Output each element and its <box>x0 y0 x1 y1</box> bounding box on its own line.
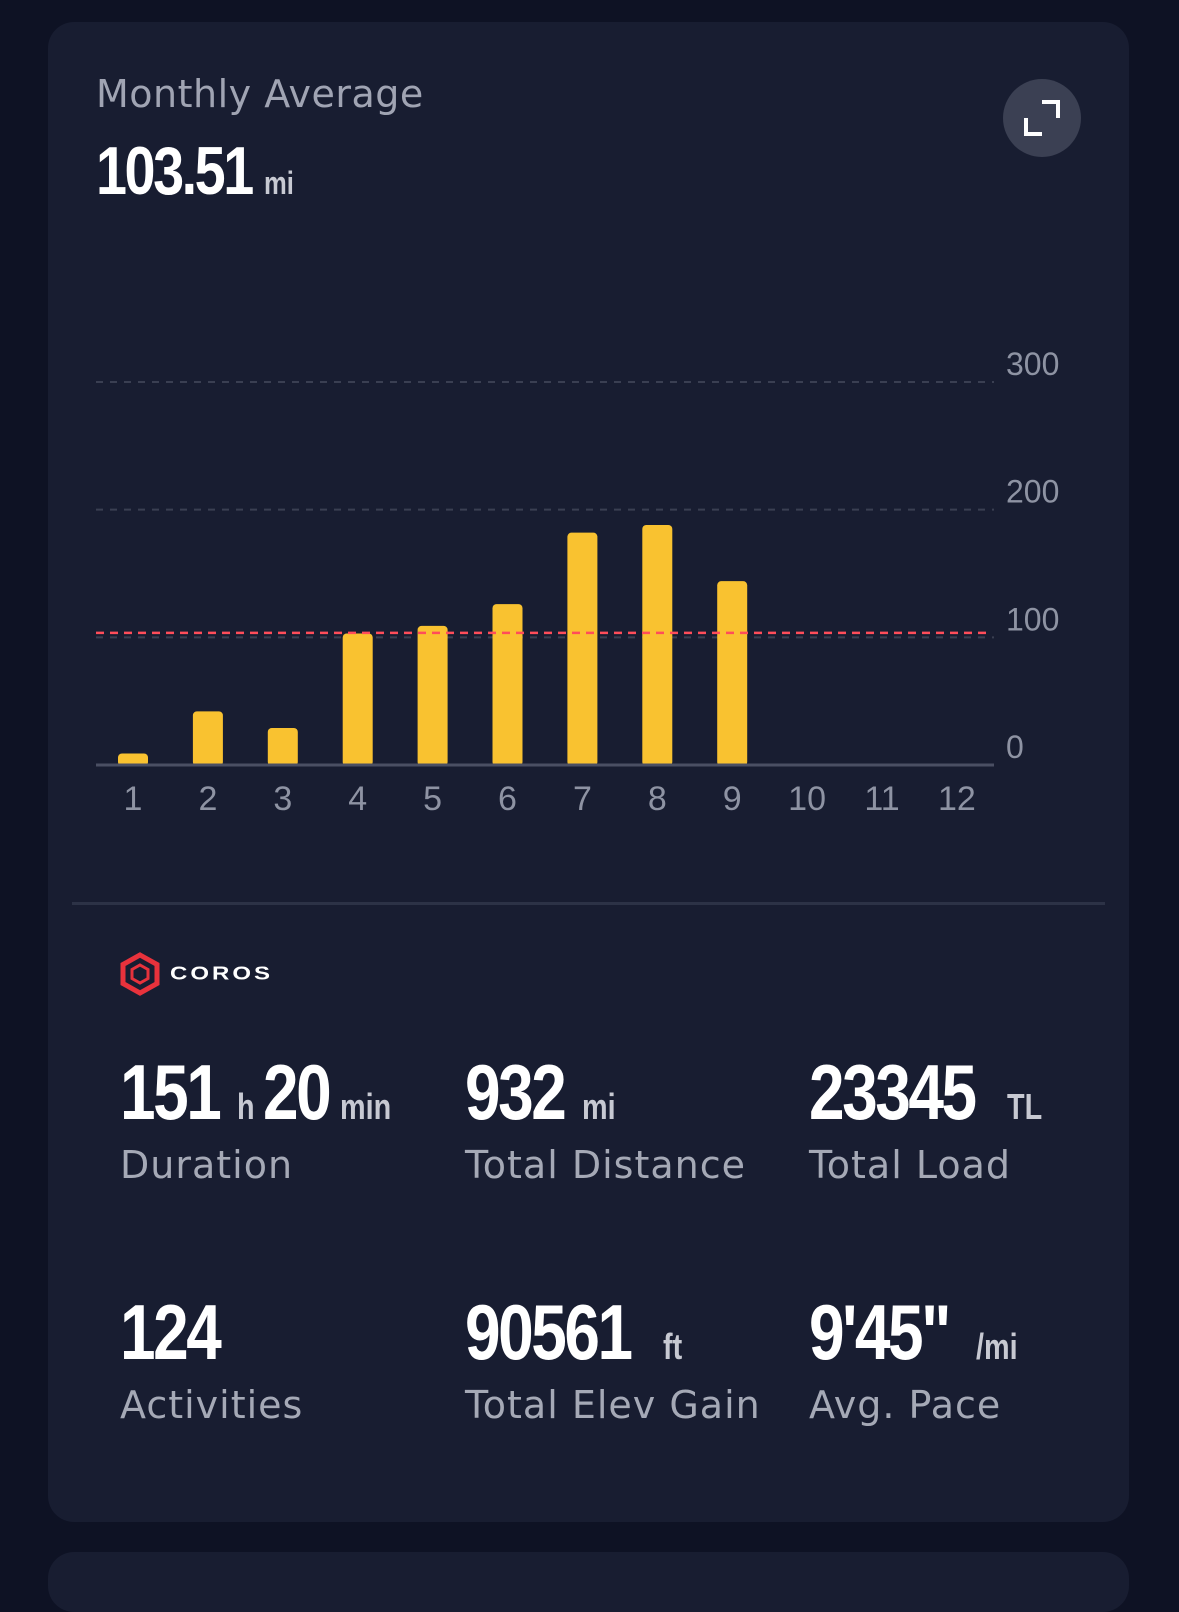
bar-2 <box>192 711 223 766</box>
stat-value: 124 <box>120 1287 450 1376</box>
stat-number: 20 <box>263 1048 332 1136</box>
bar-5 <box>417 625 448 766</box>
x-tick-label: 2 <box>198 780 217 818</box>
stat-label: Duration <box>120 1143 294 1187</box>
stat-activities: 124 Activities <box>120 1287 450 1427</box>
stat-total-distance: 932 mi Total Distance <box>465 1047 795 1187</box>
y-tick-label: 100 <box>1006 601 1059 637</box>
bar-9 <box>717 581 748 766</box>
bar-8 <box>642 524 673 766</box>
stat-number: 90561 <box>465 1288 633 1376</box>
stats-card: Monthly Average 103.51 mi 0 100 200 300 1 2 3 4… <box>48 22 1129 1522</box>
stat-total-load: 23345 TL Total Load <box>809 1047 1139 1187</box>
bar-6 <box>492 604 523 766</box>
divider <box>72 902 1105 905</box>
stat-value: 932 mi <box>465 1047 795 1136</box>
stat-duration: 151 h 20 min Duration <box>120 1047 450 1187</box>
bar-3 <box>267 727 298 766</box>
x-tick-label: 11 <box>864 780 899 818</box>
x-tick-label: 12 <box>938 780 976 818</box>
x-tick-label: 5 <box>423 780 442 818</box>
coros-brand: COROS <box>118 952 273 996</box>
brand-name: COROS <box>170 963 274 984</box>
chart-title: Monthly Average <box>96 72 424 116</box>
stat-unit: min <box>339 1086 392 1127</box>
stat-label: Activities <box>120 1383 304 1427</box>
stat-label: Total Load <box>809 1143 1011 1187</box>
stat-number: 932 <box>465 1048 567 1136</box>
coros-logo-icon <box>120 952 160 996</box>
stat-value: 151 h 20 min <box>120 1047 450 1136</box>
y-tick-label: 0 <box>1006 729 1024 765</box>
y-tick-label: 200 <box>1006 474 1059 510</box>
x-tick-label: 3 <box>273 780 292 818</box>
monthly-average: 103.51 mi <box>96 132 301 210</box>
expand-icon <box>1024 100 1060 136</box>
x-tick-label: 9 <box>723 780 742 818</box>
bar-4 <box>342 633 373 766</box>
stat-unit: mi <box>582 1086 616 1127</box>
next-card <box>48 1552 1129 1612</box>
stat-avg-pace: 9'45" /mi Avg. Pace <box>809 1287 1139 1427</box>
stat-value: 9'45" /mi <box>809 1287 1139 1376</box>
stat-value: 23345 TL <box>809 1047 1139 1136</box>
stat-unit: h <box>237 1086 255 1127</box>
stat-label: Total Elev Gain <box>465 1383 761 1427</box>
expand-button[interactable] <box>1003 79 1081 157</box>
stat-number: 151 <box>120 1048 222 1136</box>
stat-total-elev-gain: 90561 ft Total Elev Gain <box>465 1287 795 1427</box>
monthly-average-value: 103.51 <box>96 133 254 209</box>
x-tick-label: 8 <box>648 780 667 818</box>
stat-label: Total Distance <box>465 1143 746 1187</box>
x-tick-label: 7 <box>573 780 592 818</box>
stat-number: 9'45" <box>809 1288 951 1376</box>
y-tick-label: 300 <box>1006 346 1059 382</box>
x-tick-label: 1 <box>124 780 143 818</box>
bar-1 <box>118 753 148 766</box>
x-tick-label: 10 <box>788 780 826 818</box>
stat-number: 23345 <box>809 1048 977 1136</box>
monthly-average-unit: mi <box>263 165 294 201</box>
x-tick-label: 6 <box>498 780 517 818</box>
stat-unit: TL <box>1006 1086 1043 1127</box>
stat-label: Avg. Pace <box>809 1383 1002 1427</box>
x-tick-label: 4 <box>348 780 367 818</box>
stat-value: 90561 ft <box>465 1287 795 1376</box>
stat-unit: /mi <box>975 1326 1018 1367</box>
bar-7 <box>567 532 598 766</box>
stat-unit: ft <box>662 1326 683 1367</box>
stat-number: 124 <box>120 1288 222 1376</box>
